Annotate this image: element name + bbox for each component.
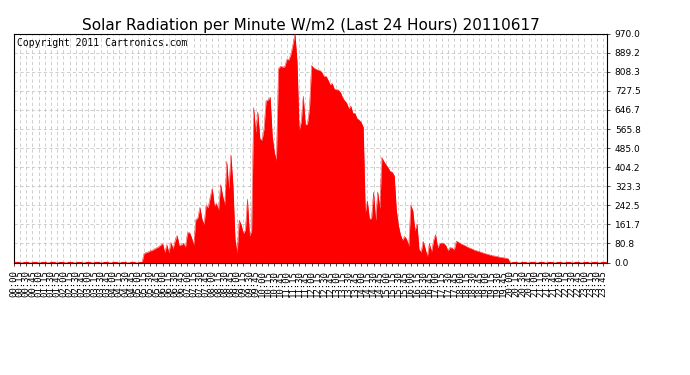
- Text: Copyright 2011 Cartronics.com: Copyright 2011 Cartronics.com: [17, 38, 187, 48]
- Title: Solar Radiation per Minute W/m2 (Last 24 Hours) 20110617: Solar Radiation per Minute W/m2 (Last 24…: [81, 18, 540, 33]
